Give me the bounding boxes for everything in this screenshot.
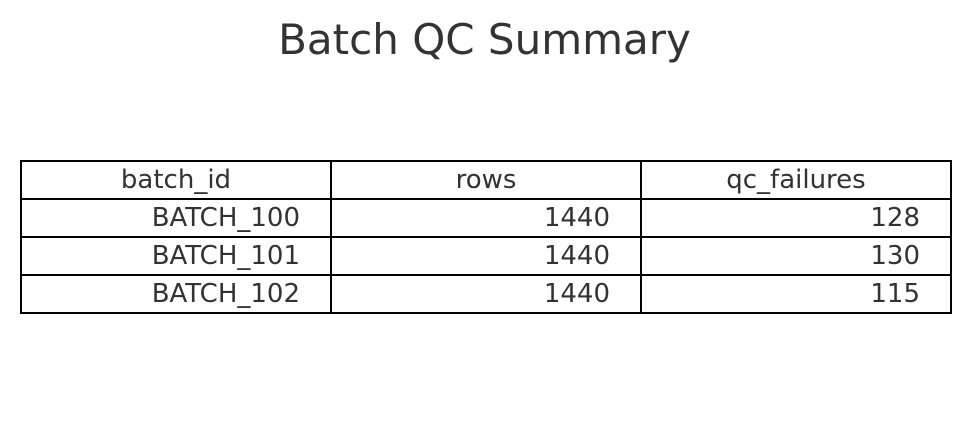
column-header-qc-failures: qc_failures (640, 160, 952, 200)
table-cell-qc-failures: 130 (640, 236, 952, 276)
table-cell-qc-failures: 128 (640, 198, 952, 238)
column-header-batch-id: batch_id (20, 160, 332, 200)
chart-title: Batch QC Summary (278, 15, 691, 64)
table-cell-rows: 1440 (330, 274, 642, 314)
table-row: BATCH_100 1440 128 (20, 198, 952, 238)
table-cell-batch-id: BATCH_102 (20, 274, 332, 314)
qc-summary-table: batch_id rows qc_failures BATCH_100 1440… (20, 160, 952, 314)
table-row: BATCH_101 1440 130 (20, 236, 952, 276)
table-row: BATCH_102 1440 115 (20, 274, 952, 314)
column-header-rows: rows (330, 160, 642, 200)
table-cell-batch-id: BATCH_100 (20, 198, 332, 238)
table-header-row: batch_id rows qc_failures (20, 160, 952, 200)
table-cell-rows: 1440 (330, 198, 642, 238)
table-cell-rows: 1440 (330, 236, 642, 276)
table-cell-batch-id: BATCH_101 (20, 236, 332, 276)
table-cell-qc-failures: 115 (640, 274, 952, 314)
